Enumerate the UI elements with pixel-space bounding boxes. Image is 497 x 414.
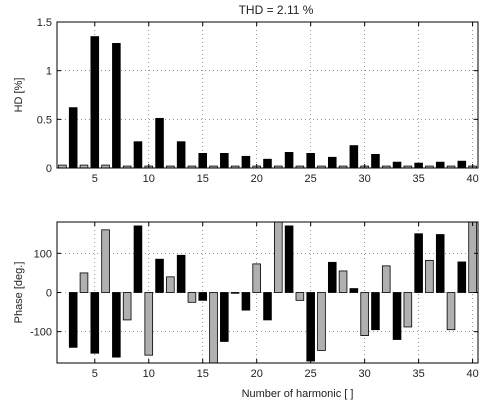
phase-bar-h26: [317, 292, 326, 351]
phase-xtick-label: 15: [197, 368, 209, 380]
phase-bar-h8: [122, 292, 132, 321]
phase-bar-h33: [392, 292, 402, 340]
phase-bar-h5: [90, 292, 100, 354]
phase-xtick-label: 30: [359, 368, 371, 380]
hd-bar-h29: [349, 145, 359, 169]
phase-bar-h29: [349, 288, 359, 293]
phase-bar-h12: [166, 276, 175, 293]
hd-bar-h5: [90, 36, 100, 169]
phase-bar-h15: [198, 292, 208, 301]
phase-bar-h19: [241, 292, 251, 311]
hd-ytick-label: 1.5: [37, 17, 52, 29]
hd-bar-h9: [133, 141, 143, 169]
phase-bar-h39: [457, 261, 467, 293]
hd-ylabel: HD [%]: [13, 78, 25, 113]
phase-bar-h7: [112, 292, 121, 358]
phase-bar-h18: [230, 292, 240, 294]
hd-xtick-label: 25: [305, 173, 317, 185]
phase-bar-h38: [446, 292, 456, 331]
hd-bar-h39: [457, 160, 467, 169]
hd-bar-h31: [371, 153, 380, 169]
hd-bar-h27: [327, 156, 337, 169]
hd-bar-h17: [220, 152, 229, 169]
hd-xtick-label: 30: [359, 173, 371, 185]
phase-bar-h40: [468, 221, 477, 293]
phase-bar-h36: [425, 259, 434, 293]
hd-bar-h3: [68, 107, 78, 169]
phase-axes: 5 10 15 20 25 30 35 40 -100 0 100 Phase [deg.] Numbe…: [13, 221, 479, 400]
phase-bar-h37: [435, 234, 445, 293]
hd-bar-h33: [392, 161, 402, 169]
phase-bar-h4: [79, 272, 89, 293]
phase-ytick-label: -100: [30, 327, 52, 339]
hd-axes: 5 10 15 20 25 30 35 40 0 0.5 1 1.5 HD [%]: [13, 17, 479, 185]
phase-bar-h30: [360, 292, 369, 336]
hd-xtick-label: 15: [197, 173, 209, 185]
hd-bar-h37: [435, 161, 445, 169]
hd-xtick-label: 10: [143, 173, 155, 185]
phase-bar-h24: [295, 292, 305, 301]
phase-bar-h21: [263, 292, 272, 321]
phase-xlabel: Number of harmonic [ ]: [242, 388, 354, 400]
hd-bar-h11: [155, 117, 164, 169]
hd-ytick-label: 1: [46, 66, 52, 78]
phase-bar-h17: [220, 292, 229, 342]
hd-xtick-label: 35: [413, 173, 425, 185]
phase-xtick-label: 10: [143, 368, 155, 380]
hd-bar-h7: [112, 43, 121, 169]
phase-ytick-label: 100: [34, 248, 52, 260]
phase-xtick-label: 20: [251, 368, 263, 380]
hd-bar-h21: [263, 158, 272, 169]
phase-xtick-label: 35: [413, 368, 425, 380]
hd-ytick-label: 0: [46, 163, 52, 175]
phase-bar-h9: [133, 225, 143, 293]
phase-bar-h25: [306, 292, 315, 362]
phase-bar-h10: [144, 292, 154, 356]
hd-ytick-label: 0.5: [37, 114, 52, 126]
phase-xtick-label: 40: [466, 368, 478, 380]
hd-xtick-label: 40: [466, 173, 478, 185]
phase-bar-h16: [209, 292, 218, 364]
phase-bar-h14: [187, 292, 197, 303]
hd-xtick-label: 5: [92, 173, 98, 185]
figure-title: THD = 2.11 %: [239, 3, 314, 17]
hd-bar-h13: [176, 141, 186, 169]
phase-bar-h3: [68, 292, 78, 348]
phase-bar-h23: [284, 225, 294, 293]
phase-bar-h13: [176, 254, 186, 293]
hd-bar-h23: [284, 152, 294, 169]
phase-bar-h11: [155, 258, 164, 293]
hd-axes-frame: [56, 21, 479, 169]
phase-bar-h35: [414, 233, 423, 293]
phase-bar-h6: [101, 229, 110, 293]
phase-xtick-label: 25: [305, 368, 317, 380]
phase-bar-h27: [327, 261, 337, 293]
phase-bar-h34: [403, 292, 413, 328]
phase-bar-h20: [252, 263, 261, 293]
phase-ylabel: Phase [deg.]: [13, 262, 25, 324]
phase-xtick-label: 5: [92, 368, 98, 380]
hd-xtick-label: 20: [251, 173, 263, 185]
phase-bar-h28: [338, 270, 348, 293]
phase-bar-h22: [274, 221, 283, 293]
phase-bar-h31: [371, 292, 380, 331]
phase-ytick-label: 0: [46, 288, 52, 300]
hd-bar-h19: [241, 155, 251, 169]
phase-bar-h32: [381, 265, 391, 293]
